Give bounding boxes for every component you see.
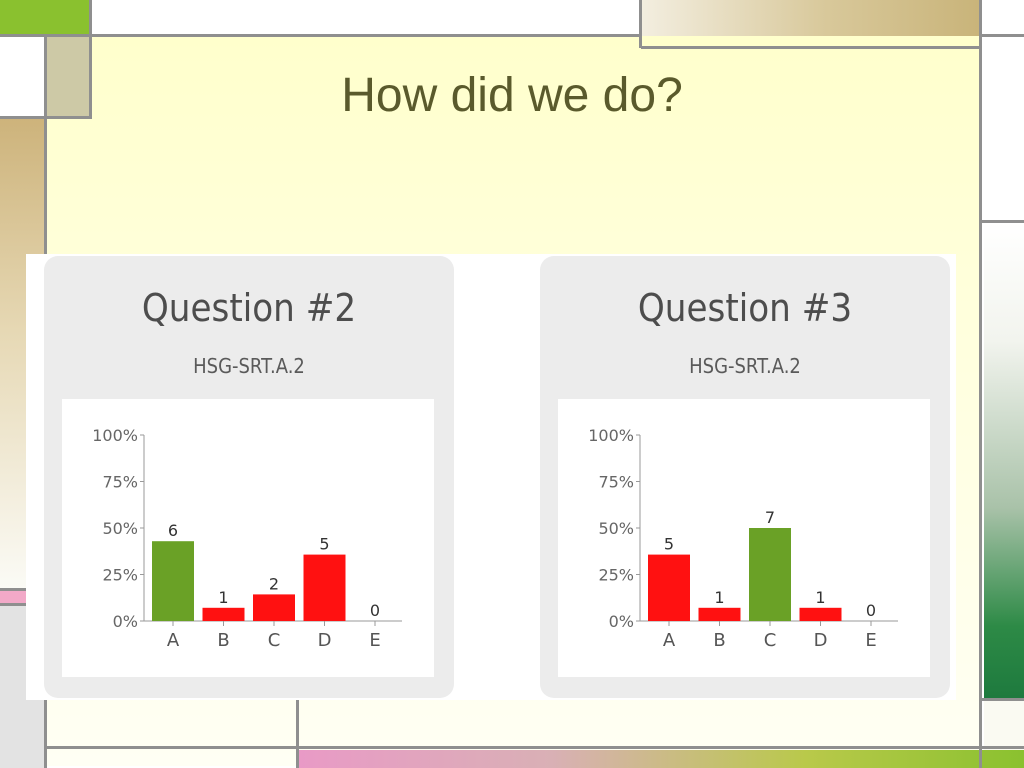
bar-c (253, 594, 295, 621)
frame-line (979, 0, 982, 768)
slide-title: How did we do? (341, 69, 683, 122)
data-label: 2 (269, 574, 279, 593)
bar-c (749, 528, 791, 621)
data-label: 1 (714, 588, 724, 607)
category-label: B (713, 630, 725, 651)
bar-chart-question-2: 100% 75% 50% 25% 0% A 6 B 1 C 2 D 5 E 0 (92, 426, 402, 651)
bar-b (698, 607, 741, 621)
data-label: 0 (370, 601, 380, 620)
data-label: 6 (168, 521, 178, 540)
data-label: 1 (218, 588, 228, 607)
frame-line (46, 746, 1024, 749)
results-screenshot: Question #2 HSG-SRT.A.2 100% 75% 50% 25% 0% A… (26, 254, 956, 700)
y-tick-label: 0% (609, 612, 634, 631)
right-panel-top (984, 36, 1024, 222)
category-label: C (764, 630, 777, 651)
category-label: D (814, 630, 828, 651)
bottom-color-strip (298, 750, 1024, 768)
y-tick-label: 75% (598, 473, 634, 492)
frame-line (0, 34, 641, 37)
frame-line (641, 46, 982, 49)
category-label: E (865, 630, 876, 651)
frame-line (296, 700, 299, 768)
category-label: A (663, 630, 676, 651)
y-tick-label: 75% (102, 473, 138, 492)
frame-line (0, 588, 46, 591)
frame-line (979, 34, 1024, 37)
chart-panel: 100% 75% 50% 25% 0% A 5 B 1 C 7 D 1 E 0 (558, 399, 930, 677)
y-tick-label: 0% (113, 612, 138, 631)
bar-a (152, 541, 194, 621)
category-label: B (217, 630, 229, 651)
category-label: D (318, 630, 332, 651)
data-label: 0 (866, 601, 876, 620)
frame-line (0, 603, 46, 606)
right-gradient-panel (984, 222, 1024, 698)
card-title: Question #3 (637, 286, 853, 330)
frame-line (982, 220, 1024, 223)
bar-d (303, 554, 346, 621)
y-tick-label: 25% (598, 566, 634, 585)
data-label: 1 (815, 588, 825, 607)
category-label: E (369, 630, 380, 651)
y-tick-label: 100% (588, 426, 634, 445)
category-label: A (167, 630, 180, 651)
chart-panel: 100% 75% 50% 25% 0% A 6 B 1 C 2 D 5 E 0 (62, 399, 434, 677)
y-tick-label: 50% (102, 519, 138, 538)
frame-line (639, 0, 642, 48)
bar-b (202, 607, 245, 621)
tan-top-block (641, 0, 979, 36)
question-card-3: Question #3 HSG-SRT.A.2 100% 75% 50% 25% 0% A… (540, 256, 950, 698)
bar-a (648, 554, 690, 621)
data-label: 5 (664, 535, 674, 554)
category-label: C (268, 630, 281, 651)
bar-chart-question-3: 100% 75% 50% 25% 0% A 5 B 1 C 7 D 1 E 0 (588, 426, 898, 651)
frame-line (982, 698, 1024, 701)
question-card-2: Question #2 HSG-SRT.A.2 100% 75% 50% 25% 0% A… (44, 256, 454, 698)
y-tick-label: 100% (92, 426, 138, 445)
green-corner-block (0, 0, 90, 36)
y-tick-label: 50% (598, 519, 634, 538)
frame-line (89, 0, 92, 118)
card-subtitle: HSG-SRT.A.2 (193, 354, 305, 378)
tan-square-block (46, 36, 90, 118)
data-label: 7 (765, 508, 775, 527)
card-subtitle: HSG-SRT.A.2 (689, 354, 801, 378)
bar-d (799, 607, 842, 621)
data-label: 5 (319, 535, 329, 554)
card-title: Question #2 (141, 286, 357, 330)
y-tick-label: 25% (102, 566, 138, 585)
